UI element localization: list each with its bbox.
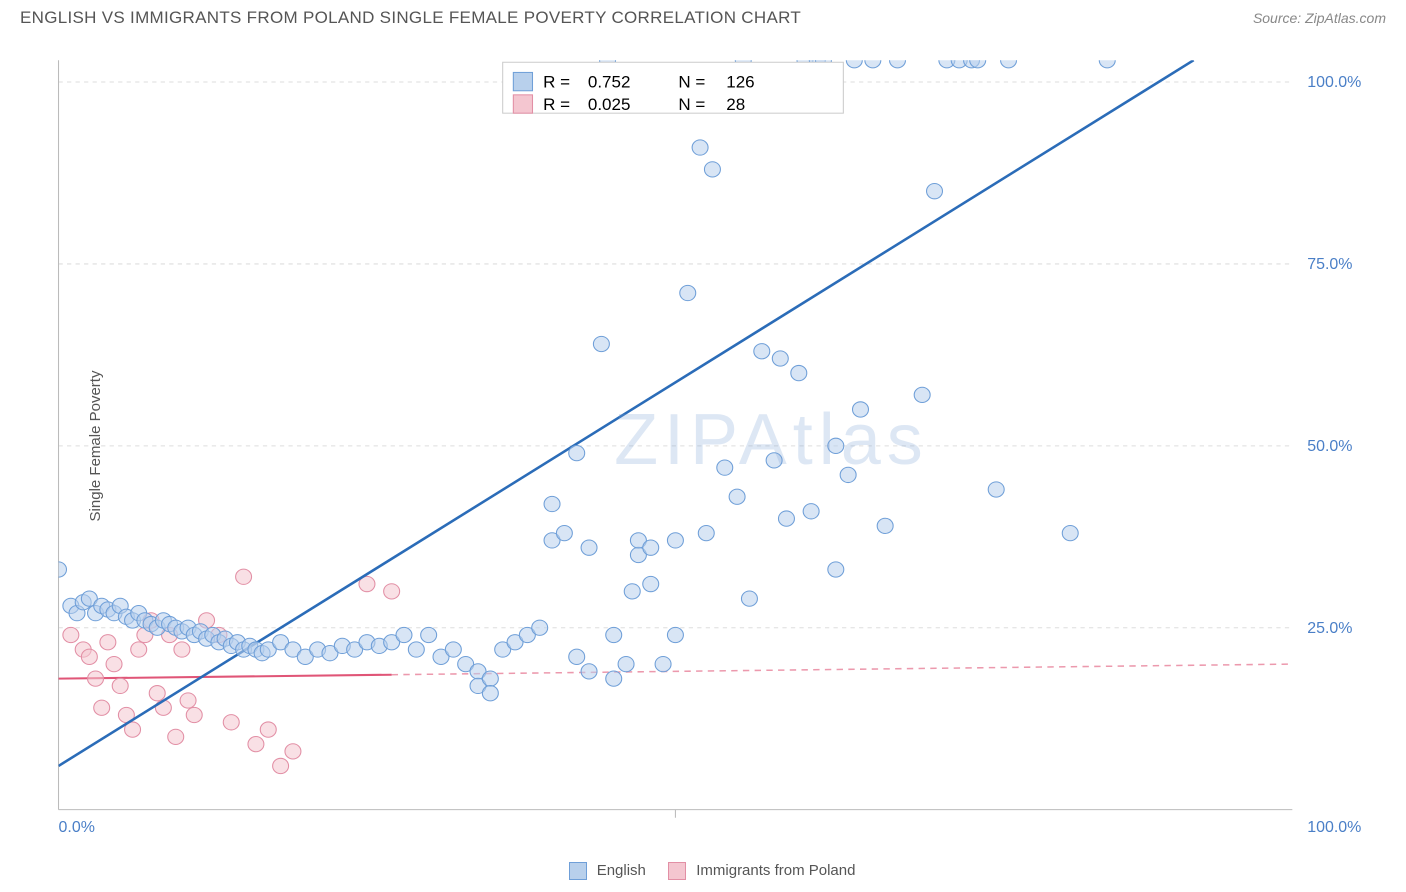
legend-label-english: English (597, 862, 646, 879)
svg-text:0.0%: 0.0% (59, 819, 95, 832)
scatter-plot: 25.0% 50.0% 75.0% 100.0% 0.0% 100.0% R = 0.752 N… (50, 48, 1386, 832)
svg-text:28: 28 (726, 95, 745, 114)
svg-text:126: 126 (726, 73, 754, 92)
svg-text:100.0%: 100.0% (1307, 74, 1361, 91)
svg-text:N =: N = (678, 73, 705, 92)
svg-text:R =: R = (543, 95, 570, 114)
svg-text:25.0%: 25.0% (1307, 620, 1352, 637)
svg-text:N =: N = (678, 95, 705, 114)
series-legend: English Immigrants from Poland (0, 862, 1406, 880)
svg-text:50.0%: 50.0% (1307, 438, 1352, 455)
svg-text:0.025: 0.025 (588, 95, 631, 114)
source-attribution: Source: ZipAtlas.com (1253, 10, 1386, 26)
svg-text:100.0%: 100.0% (1307, 819, 1361, 832)
svg-text:75.0%: 75.0% (1307, 256, 1352, 273)
legend-label-poland: Immigrants from Poland (696, 862, 855, 879)
chart-area: 25.0% 50.0% 75.0% 100.0% 0.0% 100.0% R = 0.752 N… (50, 48, 1386, 832)
legend-swatch-poland (668, 862, 686, 880)
svg-text:0.752: 0.752 (588, 73, 631, 92)
svg-text:R =: R = (543, 73, 570, 92)
legend-swatch-english (569, 862, 587, 880)
chart-title: ENGLISH VS IMMIGRANTS FROM POLAND SINGLE… (20, 8, 801, 28)
